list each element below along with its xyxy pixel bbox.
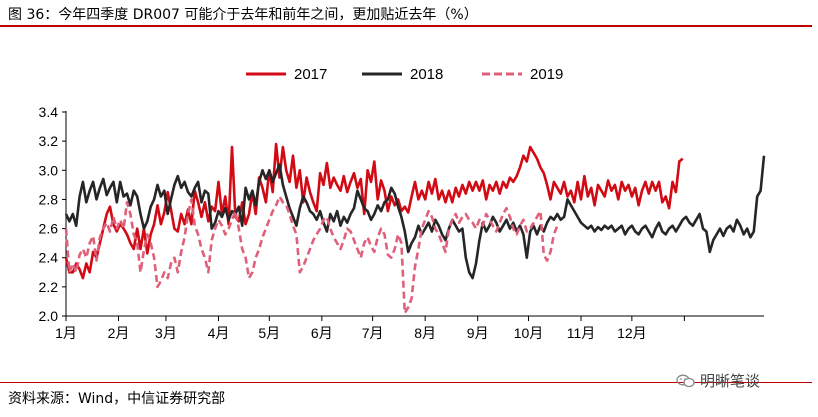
y-tick-label: 3.2	[39, 133, 59, 149]
x-tick-label: 3月	[155, 325, 177, 341]
legend-label-2017: 2017	[294, 66, 327, 83]
wechat-icon	[676, 374, 695, 387]
source-note: 资料来源：Wind，中信证券研究部	[8, 391, 226, 407]
x-tick-label: 7月	[362, 325, 384, 341]
y-tick-label: 3.4	[39, 104, 59, 120]
y-tick-label: 2.0	[39, 308, 59, 324]
x-tick-label: 12月	[617, 325, 647, 341]
bottom-rule	[0, 382, 812, 383]
x-tick-label: 11月	[567, 325, 596, 341]
watermark: 明晰笔谈	[676, 370, 760, 391]
top-rule	[0, 25, 812, 27]
x-tick-label: 1月	[55, 325, 77, 341]
watermark-text: 明晰笔谈	[700, 372, 761, 390]
y-tick-label: 2.4	[39, 250, 59, 266]
x-tick-label: 9月	[467, 325, 489, 341]
x-tick-label: 6月	[311, 325, 333, 341]
x-tick-label: 5月	[258, 325, 280, 341]
x-tick-label: 8月	[414, 325, 436, 341]
legend-label-2018: 2018	[410, 66, 443, 83]
series-line-2019	[64, 195, 559, 315]
x-tick-label: 10月	[514, 325, 544, 341]
y-tick-label: 2.6	[39, 221, 59, 237]
series-line-2018	[64, 155, 766, 280]
x-tick-label: 4月	[208, 325, 230, 341]
chart-series	[64, 142, 766, 315]
y-tick-label: 2.2	[39, 279, 59, 295]
line-chart: 2017 2018 2019 2.02.22.42.62.83.03.23.41月 2…	[39, 66, 766, 341]
legend: 2017 2018 2019	[246, 66, 563, 83]
x-tick-label: 2月	[108, 325, 130, 341]
series-line-2017	[64, 142, 684, 280]
chart-axes: 2.0 2.2 2.4 2.6 2.8 3.0 3.2 3.4 1月 2月 3月 4月 5月 6月 7月 8月…	[39, 104, 764, 341]
y-tick-label: 3.0	[39, 162, 59, 178]
figure-title: 图 36：今年四季度 DR007 可能介于去年和前年之间，更加贴近去年（%）	[8, 7, 478, 23]
legend-label-2019: 2019	[530, 66, 563, 83]
y-tick-label: 2.8	[39, 191, 59, 207]
